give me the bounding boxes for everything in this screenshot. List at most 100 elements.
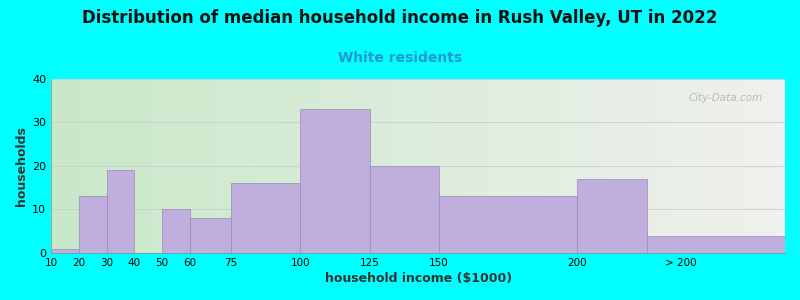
Bar: [234, 79, 237, 253]
Bar: [308, 79, 310, 253]
Bar: [714, 79, 717, 253]
Bar: [421, 79, 423, 253]
Bar: [377, 79, 379, 253]
Bar: [614, 79, 616, 253]
Bar: [190, 79, 193, 253]
Bar: [259, 79, 262, 253]
Bar: [592, 79, 594, 253]
Bar: [105, 79, 107, 253]
Bar: [188, 79, 190, 253]
Bar: [773, 79, 775, 253]
Bar: [164, 79, 166, 253]
Bar: [560, 79, 562, 253]
Bar: [680, 79, 682, 253]
Bar: [702, 79, 704, 253]
Bar: [208, 79, 210, 253]
Bar: [509, 79, 511, 253]
Bar: [225, 79, 227, 253]
Bar: [741, 79, 743, 253]
Bar: [477, 79, 479, 253]
Bar: [638, 79, 641, 253]
Bar: [646, 79, 648, 253]
Bar: [352, 79, 354, 253]
Bar: [528, 79, 530, 253]
Bar: [489, 79, 491, 253]
Bar: [743, 79, 746, 253]
Bar: [609, 79, 611, 253]
Bar: [325, 79, 327, 253]
Bar: [301, 79, 303, 253]
Bar: [114, 79, 117, 253]
Bar: [665, 79, 667, 253]
Bar: [458, 79, 460, 253]
Bar: [127, 79, 130, 253]
Bar: [756, 79, 758, 253]
Bar: [494, 79, 496, 253]
Bar: [643, 79, 646, 253]
Bar: [327, 79, 330, 253]
Bar: [428, 79, 430, 253]
Bar: [63, 79, 66, 253]
Bar: [506, 79, 509, 253]
Bar: [440, 79, 442, 253]
Bar: [391, 79, 394, 253]
Bar: [210, 79, 213, 253]
Bar: [90, 79, 93, 253]
Bar: [242, 79, 244, 253]
Bar: [530, 79, 533, 253]
Bar: [222, 79, 225, 253]
Bar: [496, 79, 498, 253]
Bar: [310, 79, 313, 253]
Bar: [423, 79, 426, 253]
Bar: [514, 79, 516, 253]
Bar: [281, 79, 283, 253]
Bar: [274, 79, 276, 253]
Bar: [244, 79, 247, 253]
Bar: [780, 79, 782, 253]
Bar: [220, 79, 222, 253]
Bar: [386, 79, 389, 253]
Bar: [106, 170, 134, 253]
Bar: [474, 79, 477, 253]
Bar: [266, 79, 269, 253]
Bar: [616, 79, 618, 253]
Bar: [100, 79, 102, 253]
Bar: [482, 79, 484, 253]
Bar: [54, 79, 56, 253]
Bar: [144, 79, 146, 253]
Bar: [117, 79, 120, 253]
Bar: [200, 79, 203, 253]
Bar: [694, 79, 697, 253]
Bar: [761, 79, 763, 253]
Bar: [511, 79, 514, 253]
Bar: [416, 79, 418, 253]
Bar: [618, 79, 621, 253]
Bar: [709, 79, 712, 253]
Bar: [447, 79, 450, 253]
Bar: [682, 79, 685, 253]
Bar: [587, 79, 590, 253]
Bar: [296, 79, 298, 253]
Bar: [379, 79, 382, 253]
Bar: [687, 79, 690, 253]
Bar: [567, 79, 570, 253]
Bar: [523, 79, 526, 253]
Bar: [171, 79, 174, 253]
Bar: [186, 79, 188, 253]
Bar: [746, 79, 748, 253]
Bar: [722, 79, 724, 253]
Bar: [364, 79, 366, 253]
Bar: [768, 79, 770, 253]
Bar: [565, 79, 567, 253]
Text: Distribution of median household income in Rush Valley, UT in 2022: Distribution of median household income …: [82, 9, 718, 27]
Bar: [374, 79, 377, 253]
Bar: [570, 79, 572, 253]
Bar: [430, 79, 433, 253]
Bar: [88, 79, 90, 253]
Bar: [70, 79, 73, 253]
Bar: [604, 79, 606, 253]
Bar: [518, 79, 521, 253]
Bar: [345, 79, 347, 253]
Bar: [366, 79, 369, 253]
Bar: [181, 79, 183, 253]
